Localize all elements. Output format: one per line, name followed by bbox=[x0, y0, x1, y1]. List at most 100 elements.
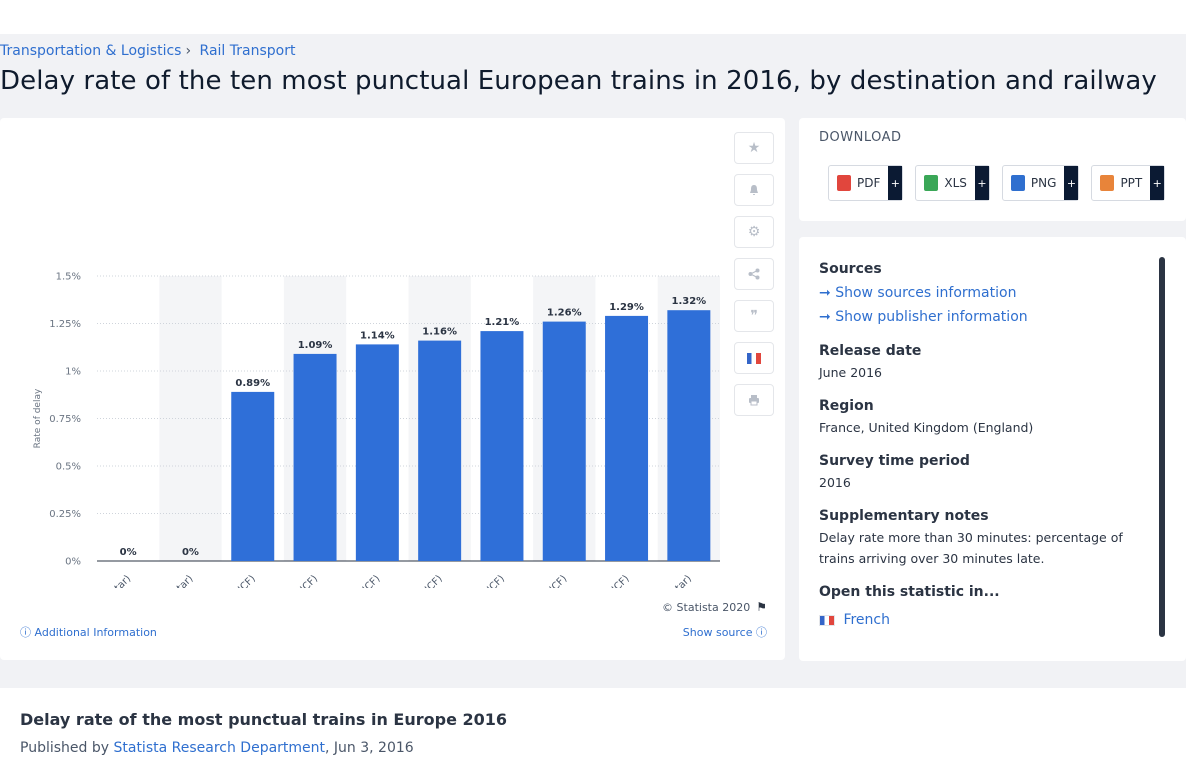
open-in-french-label: French bbox=[843, 612, 890, 628]
bell-icon[interactable] bbox=[734, 174, 774, 206]
release-date-heading: Release date bbox=[819, 343, 922, 359]
region-value: France, United Kingdom (England) bbox=[819, 420, 1034, 435]
show-source-link[interactable]: Show source ⓘ bbox=[683, 624, 767, 640]
download-pdf-button[interactable]: PDF + bbox=[828, 165, 904, 201]
data-label: 1.32% bbox=[671, 296, 706, 307]
show-publisher-link[interactable]: ➞ Show publisher information bbox=[819, 309, 1028, 325]
french-flag-icon bbox=[819, 614, 835, 626]
bar-chart: 0% 0.25% 0.5% 0.75% 1% 1.25% 1.5% Rate of delay… bbox=[33, 272, 720, 588]
download-png-label: PNG bbox=[1030, 176, 1057, 190]
chart-copyright: © Statista 2020 ⚑ bbox=[662, 600, 767, 614]
info-icon: ⓘ bbox=[756, 626, 767, 639]
pdf-file-icon bbox=[837, 175, 851, 191]
x-tick-label: Laval (SNCF) bbox=[579, 573, 632, 588]
show-sources-link[interactable]: ➞ Show sources information bbox=[819, 285, 1016, 301]
survey-period-heading: Survey time period bbox=[819, 453, 970, 469]
download-xls-button[interactable]: XLS + bbox=[915, 165, 990, 201]
x-tick-label: Brest (SNCF) bbox=[330, 573, 383, 588]
sources-heading: Sources bbox=[819, 261, 882, 277]
additional-information-label: Additional Information bbox=[34, 626, 157, 639]
data-label: 1.14% bbox=[360, 330, 395, 341]
y-tick-label: 1.25% bbox=[49, 319, 81, 330]
plus-icon: + bbox=[1150, 166, 1165, 200]
show-source-label: Show source bbox=[682, 626, 753, 639]
download-buttons: PDF + XLS + PNG + PPT + bbox=[828, 165, 1166, 201]
breadcrumb-item-rail-transport[interactable]: Rail Transport bbox=[199, 43, 296, 59]
bar bbox=[667, 310, 711, 561]
copyright-text: © Statista 2020 bbox=[662, 600, 751, 614]
supplementary-notes-heading: Supplementary notes bbox=[819, 508, 989, 524]
data-label: 0% bbox=[182, 547, 199, 558]
y-tick-label: 1% bbox=[65, 367, 81, 378]
details-scrollbar[interactable] bbox=[1159, 257, 1165, 637]
region-heading: Region bbox=[819, 398, 874, 414]
download-pdf-label: PDF bbox=[857, 176, 881, 190]
data-label: 1.09% bbox=[298, 340, 333, 351]
star-icon[interactable]: ★ bbox=[734, 132, 774, 164]
data-label: 0% bbox=[120, 547, 137, 558]
data-label: 1.16% bbox=[422, 327, 457, 338]
x-tick-label: Lille Europe (Eurostar) bbox=[47, 573, 134, 588]
x-tick-label: Reims (SNCF) bbox=[202, 573, 258, 588]
y-tick-label: 1.5% bbox=[56, 272, 81, 283]
arrow-right-icon: ➞ bbox=[819, 285, 831, 301]
open-in-french-link[interactable]: French bbox=[819, 612, 890, 628]
y-tick-label: 0.25% bbox=[49, 509, 81, 520]
publish-date: , Jun 3, 2016 bbox=[325, 740, 414, 756]
author-link[interactable]: Statista Research Department bbox=[113, 740, 326, 756]
show-publisher-label: Show publisher information bbox=[835, 309, 1028, 325]
page-title: Delay rate of the ten most punctual Euro… bbox=[0, 66, 1157, 96]
print-icon[interactable] bbox=[734, 384, 774, 416]
description-title: Delay rate of the most punctual trains i… bbox=[20, 710, 508, 729]
gear-icon[interactable]: ⚙ bbox=[734, 216, 774, 248]
bar bbox=[605, 315, 649, 561]
release-date-value: June 2016 bbox=[819, 365, 883, 380]
xls-file-icon bbox=[924, 175, 939, 191]
chart-card: 0% 0.25% 0.5% 0.75% 1% 1.25% 1.5% Rate of delay… bbox=[0, 118, 785, 660]
top-navigation-bar bbox=[0, 0, 1186, 34]
y-tick-label: 0.75% bbox=[49, 414, 81, 425]
download-xls-label: XLS bbox=[944, 176, 967, 190]
survey-period-value: 2016 bbox=[819, 475, 851, 490]
y-tick-label: 0.5% bbox=[56, 462, 81, 473]
data-label: 1.29% bbox=[609, 302, 644, 313]
bar bbox=[231, 391, 275, 561]
bar bbox=[293, 353, 337, 561]
bar bbox=[355, 344, 399, 561]
info-icon: ⓘ bbox=[20, 626, 31, 639]
additional-information-link[interactable]: ⓘ Additional Information bbox=[20, 624, 157, 640]
breadcrumb-separator: › bbox=[185, 43, 192, 59]
quote-icon[interactable]: ❞ bbox=[734, 300, 774, 332]
bar bbox=[542, 321, 586, 561]
download-ppt-button[interactable]: PPT + bbox=[1091, 165, 1166, 201]
breadcrumb: Transportation & Logistics › Rail Transpo… bbox=[0, 43, 295, 59]
breadcrumb-item-transportation[interactable]: Transportation & Logistics bbox=[0, 43, 182, 59]
x-tick-label: Ashford International (Eurostar) bbox=[76, 573, 196, 588]
bar bbox=[418, 340, 462, 561]
open-statistic-heading: Open this statistic in... bbox=[819, 584, 1000, 600]
download-card: DOWNLOAD PDF + XLS + PNG + PPT + bbox=[799, 118, 1186, 221]
chart-toolbar: ★ ⚙ ❞ bbox=[734, 132, 774, 426]
download-title: DOWNLOAD bbox=[819, 130, 902, 145]
report-flag-icon[interactable]: ⚑ bbox=[756, 600, 767, 614]
download-png-button[interactable]: PNG + bbox=[1001, 165, 1080, 201]
y-tick-label: 0% bbox=[65, 557, 81, 568]
share-icon[interactable] bbox=[734, 258, 774, 290]
french-flag-icon[interactable] bbox=[734, 342, 774, 374]
show-sources-label: Show sources information bbox=[835, 285, 1017, 301]
statistic-details-card: Sources ➞ Show sources information ➞ Sho… bbox=[799, 237, 1186, 661]
ppt-file-icon bbox=[1100, 175, 1115, 191]
plus-icon: + bbox=[888, 166, 903, 200]
png-file-icon bbox=[1010, 175, 1025, 191]
plus-icon: + bbox=[1064, 166, 1079, 200]
x-tick-label: Dijon (SNCF) bbox=[392, 573, 445, 588]
bar bbox=[480, 331, 524, 561]
data-label: 1.21% bbox=[485, 317, 520, 328]
x-tick-label: Limoges (SNCF) bbox=[256, 573, 320, 588]
x-tick-label: Lille (SNCF) bbox=[459, 573, 508, 588]
plus-icon: + bbox=[974, 166, 989, 200]
download-ppt-label: PPT bbox=[1120, 176, 1143, 190]
supplementary-notes-value: Delay rate more than 30 minutes: percent… bbox=[819, 530, 1123, 566]
published-by-line: Published by Statista Research Departmen… bbox=[20, 740, 414, 756]
arrow-right-icon: ➞ bbox=[819, 309, 831, 325]
